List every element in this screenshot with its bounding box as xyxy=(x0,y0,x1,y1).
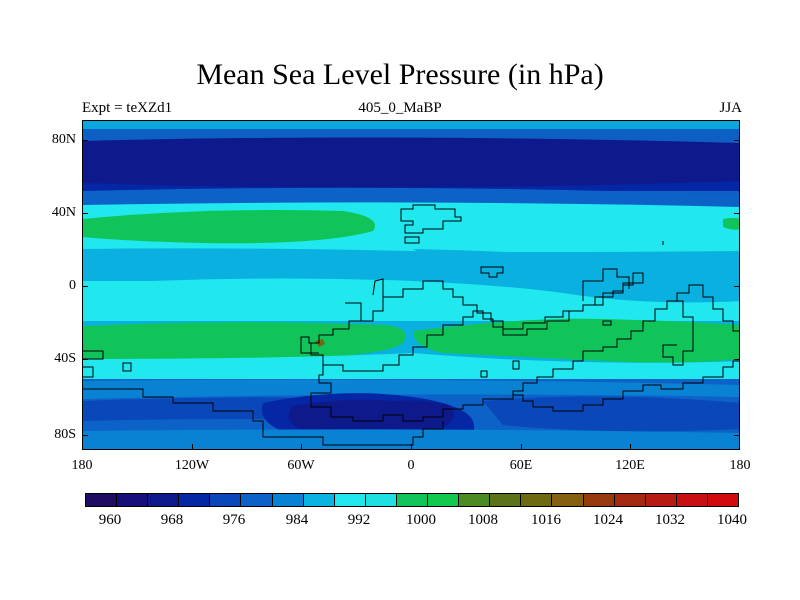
lat-tick xyxy=(734,286,740,287)
lat-tick xyxy=(82,286,88,287)
coastline-small-islet-3 xyxy=(122,362,132,372)
coastline-southern-continent-mid xyxy=(512,360,739,412)
colorbar-swatch xyxy=(676,494,708,506)
colorbar-label: 960 xyxy=(98,512,122,528)
season-label: JJA xyxy=(719,100,742,116)
lat-label-80s: 80S xyxy=(54,427,76,442)
lat-label-40n: 40N xyxy=(51,205,76,220)
high-north-atlantic xyxy=(83,210,375,244)
coastline-small-islet-1 xyxy=(602,320,612,326)
lat-tick xyxy=(734,213,740,214)
colorbar-label: 968 xyxy=(160,512,184,528)
colorbar xyxy=(85,493,739,507)
coastline-west-edge xyxy=(83,350,104,360)
coastline-northern-block xyxy=(400,204,462,234)
colorbar-swatch xyxy=(490,494,522,506)
circumpolar-low-east xyxy=(383,400,455,429)
coastline-eastern-islands xyxy=(662,300,694,366)
lon-label-120w: 120W xyxy=(174,458,210,473)
coastline-western-cape xyxy=(300,336,319,354)
colorbar-label: 1032 xyxy=(655,512,685,528)
lat-tick xyxy=(82,213,88,214)
high-north-pacific xyxy=(723,218,739,230)
lon-label-60w: 60W xyxy=(287,458,315,473)
lat-tick xyxy=(82,359,88,360)
pressure-map xyxy=(82,120,740,450)
colorbar-swatch xyxy=(303,494,335,506)
lat-tick xyxy=(82,140,88,141)
colorbar-swatch xyxy=(179,494,211,506)
colorbar-swatch xyxy=(396,494,429,506)
colorbar-label: 1024 xyxy=(593,512,623,528)
coastline-antarctic-edge xyxy=(83,388,444,446)
high-south-indian xyxy=(413,318,739,363)
lon-label-180e: 180 xyxy=(729,458,751,473)
colorbar-swatch xyxy=(459,494,491,506)
band-southern-ocean-east xyxy=(483,396,739,432)
band-deep-low-north xyxy=(83,137,739,188)
coastlines xyxy=(83,204,739,446)
time-period-label: 405_0_MaBP xyxy=(358,100,442,116)
lat-tick xyxy=(734,140,740,141)
lon-tick xyxy=(301,444,302,450)
lat-label-40s: 40S xyxy=(54,351,76,366)
high-south-atlantic xyxy=(83,322,406,360)
coastline-east-island xyxy=(480,266,504,278)
colorbar-swatch xyxy=(272,494,304,506)
colorbar-label: 1016 xyxy=(531,512,561,528)
coastline-peninsula xyxy=(372,278,384,297)
lat-tick xyxy=(82,435,88,436)
colorbar-swatch xyxy=(552,494,584,506)
pressure-field xyxy=(83,121,739,449)
colorbar-swatch xyxy=(148,494,180,506)
colorbar-label: 976 xyxy=(222,512,246,528)
lon-tick xyxy=(192,444,193,450)
colorbar-swatch xyxy=(428,494,460,506)
colorbar-swatch xyxy=(583,494,615,506)
colorbar-label: 992 xyxy=(347,512,371,528)
coastline-west-edge-2 xyxy=(83,366,94,378)
lat-tick xyxy=(734,359,740,360)
colorbar-swatch xyxy=(521,494,553,506)
colorbar-swatch xyxy=(117,494,149,506)
band-cyan-south xyxy=(83,353,739,383)
coastline-small-island xyxy=(404,236,420,244)
lon-label-180w: 180 xyxy=(71,458,93,473)
lat-label-80n: 80N xyxy=(51,132,76,147)
lon-label-0: 0 xyxy=(407,458,415,473)
colorbar-swatch xyxy=(334,494,366,506)
colorbar-swatch xyxy=(241,494,273,506)
band-mid-north xyxy=(83,187,739,207)
local-high-spot xyxy=(315,339,325,347)
colorbar-label: 984 xyxy=(285,512,309,528)
colorbar-swatch xyxy=(707,494,738,506)
colorbar-swatch xyxy=(86,494,118,506)
lon-tick xyxy=(411,444,412,450)
colorbar-swatch xyxy=(645,494,677,506)
band-southern-ocean-edge xyxy=(83,379,739,399)
lon-tick xyxy=(521,444,522,450)
colorbar-label: 1040 xyxy=(717,512,747,528)
map-title: Mean Sea Level Pressure (in hPa) xyxy=(196,58,604,91)
band-cyan-equator xyxy=(83,278,739,321)
lon-tick xyxy=(630,444,631,450)
coastline-southern-continent-north xyxy=(310,284,739,422)
lon-label-60e: 60E xyxy=(509,458,533,473)
equatorial-low-east xyxy=(413,249,739,291)
equatorial-low-west xyxy=(83,250,170,281)
lat-label-0: 0 xyxy=(69,278,76,293)
coastline-eastern-landmass xyxy=(582,268,630,301)
colorbar-label: 1008 xyxy=(468,512,498,528)
coastline-small-islet-2 xyxy=(512,360,520,370)
experiment-label: Expt = teXZd1 xyxy=(82,100,173,116)
colorbar-label: 1000 xyxy=(406,512,436,528)
coastline-equatorial-continent xyxy=(310,272,644,372)
coastline-small-islet-4 xyxy=(480,370,488,378)
lon-label-120e: 120E xyxy=(615,458,645,473)
colorbar-swatch xyxy=(210,494,242,506)
colorbar-swatch xyxy=(614,494,646,506)
band-antarctic-edge xyxy=(83,429,739,449)
colorbar-swatch xyxy=(365,494,397,506)
lat-tick xyxy=(734,435,740,436)
